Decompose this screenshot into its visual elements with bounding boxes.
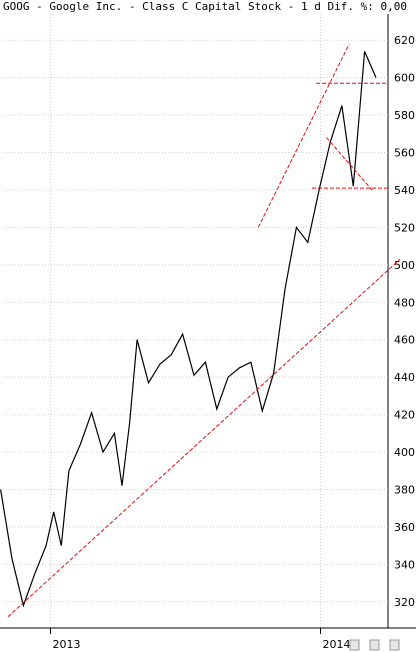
- y-tick-label: 600: [394, 72, 415, 85]
- y-tick-label: 520: [394, 221, 415, 234]
- y-tick-label: 460: [394, 334, 415, 347]
- y-tick-label: 320: [394, 596, 415, 609]
- y-tick-label: 360: [394, 521, 415, 534]
- x-tick-label: 2013: [53, 638, 81, 651]
- zoom-in-button: [389, 639, 400, 651]
- y-tick-label: 480: [394, 296, 415, 309]
- y-tick-label: 560: [394, 147, 415, 160]
- scroll-left-button: [349, 639, 360, 651]
- y-tick-label: 340: [394, 558, 415, 571]
- zoom-out-button: [369, 639, 380, 651]
- y-tick-label: 400: [394, 446, 415, 459]
- y-tick-label: 580: [394, 109, 415, 122]
- y-tick-label: 540: [394, 184, 415, 197]
- x-tick-label: 2014: [323, 638, 351, 651]
- trend-line: [7, 258, 401, 618]
- y-tick-label: 420: [394, 409, 415, 422]
- y-tick-label: 620: [394, 34, 415, 47]
- chart-title: GOOG - Google Inc. - Class C Capital Sto…: [3, 0, 407, 13]
- trend-line: [257, 43, 350, 228]
- y-tick-label: 380: [394, 483, 415, 496]
- price-line: [0, 51, 377, 608]
- y-tick-label: 440: [394, 371, 415, 384]
- trend-line: [326, 137, 373, 191]
- y-tick-label: 500: [394, 259, 415, 272]
